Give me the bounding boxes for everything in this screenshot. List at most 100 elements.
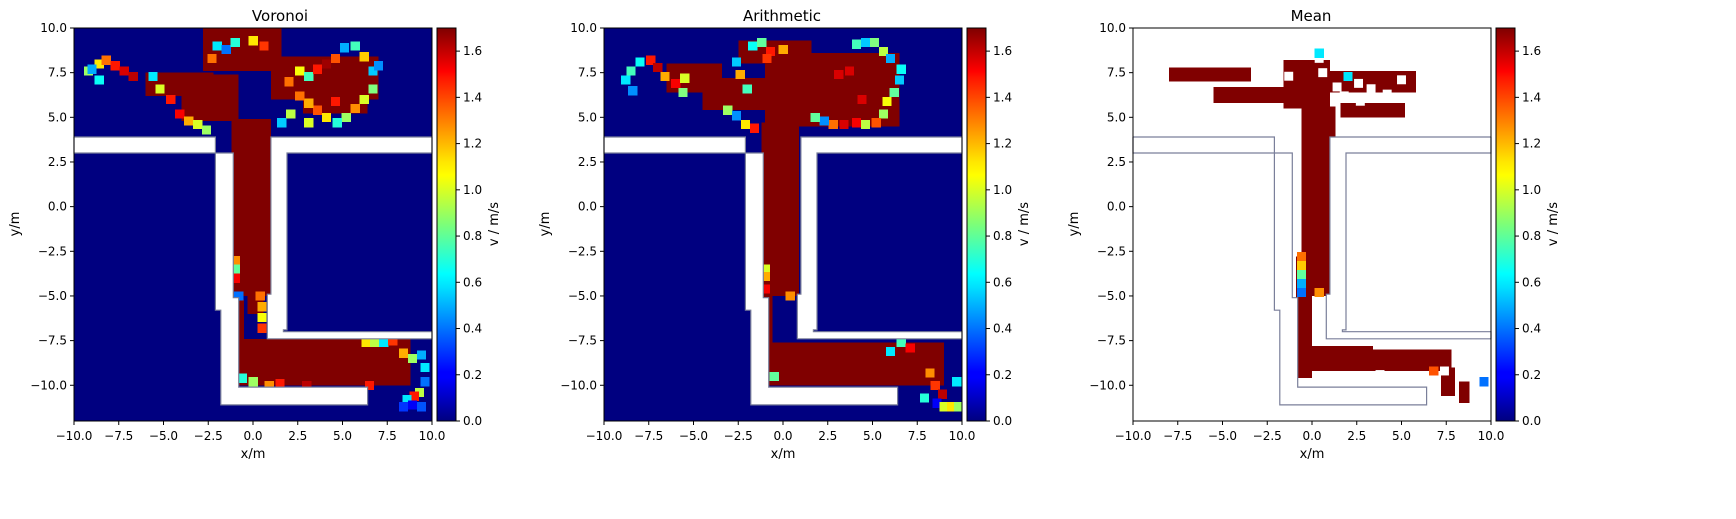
x-tick-label: 10.0 (1478, 429, 1505, 443)
heatmap-cell (735, 69, 745, 80)
x-axis-ticks: −10.0 −7.5 −5.0 −2.5 0.0 2.5 5.0 7.5 10.0 (56, 421, 446, 443)
heatmap-cell (207, 53, 217, 64)
heatmap-cell (765, 53, 900, 127)
heatmap-cell (953, 402, 962, 412)
chart-title: Voronoi (252, 7, 308, 25)
heatmap-cell (295, 66, 305, 76)
y-tick-label: 2.5 (1107, 155, 1126, 169)
x-tick-label: 5.0 (863, 429, 882, 443)
heatmap-cell (1429, 366, 1439, 376)
heatmap-cell (237, 373, 248, 383)
heatmap-cell (678, 87, 688, 98)
colorbar-tick-label: 0.0 (993, 414, 1012, 428)
x-tick-label: −10.0 (1115, 429, 1152, 443)
heatmap-cell (416, 402, 427, 412)
heatmap-cell (723, 105, 733, 115)
x-tick-label: −7.5 (104, 429, 133, 443)
heatmap-area (604, 28, 962, 421)
y-tick-label: 0.0 (48, 200, 67, 214)
heatmap-cell (284, 77, 294, 87)
wall-polygon (73, 136, 369, 406)
y-tick-label: −10.0 (560, 378, 597, 392)
heatmap-cell (155, 84, 165, 94)
heatmap-cell (1283, 60, 1330, 109)
heatmap-cell (230, 273, 240, 283)
heatmap-cell (398, 348, 409, 358)
heatmap-cell (94, 59, 104, 69)
x-tick-label: −2.5 (1253, 429, 1282, 443)
heatmap-cell (660, 71, 670, 81)
colorbar-tick-label: 1.6 (1522, 44, 1541, 58)
heatmap-cell (420, 377, 430, 387)
heatmap-cell (731, 111, 742, 121)
y-tick-label: 0.0 (1107, 200, 1126, 214)
heatmap-cell (420, 362, 430, 373)
x-tick-label: 10.0 (949, 429, 976, 443)
heatmap-cell (101, 55, 111, 65)
colorbar-tick-label: 0.4 (463, 322, 482, 336)
heatmap-cell (778, 44, 788, 55)
heatmap-cell (1339, 91, 1349, 101)
colorbar-tick-label: 0.0 (1522, 414, 1541, 428)
y-tick-label: 2.5 (48, 155, 67, 169)
heatmap-cell (409, 391, 419, 401)
heatmap-cell (671, 78, 681, 89)
y-tick-label: −7.5 (38, 334, 67, 348)
y-tick-label: −5.0 (568, 289, 597, 303)
heatmap-cell (1343, 71, 1353, 81)
y-tick-label: −7.5 (568, 334, 597, 348)
heatmap-cell (1340, 103, 1406, 118)
chart-title: Arithmetic (743, 7, 821, 25)
colorbar-tick-label: 0.4 (993, 322, 1012, 336)
heatmap-cell (259, 41, 269, 51)
heatmap-cell (295, 91, 305, 101)
panel-arithmetic: Arithmetic −10.0 −7.5 −5.0 −2.5 0.0 2.5 5.0 7.5… (538, 7, 1032, 462)
y-axis-ticks: −10.0 −7.5 −5.0 −2.5 0.0 2.5 5.0 7.5 10.0 (30, 21, 74, 392)
x-tick-label: −7.5 (1163, 429, 1192, 443)
heatmap-cell (839, 119, 849, 130)
y-tick-label: 7.5 (1107, 66, 1126, 80)
heatmap-cell (748, 41, 758, 51)
heatmap-cell (388, 336, 398, 346)
colorbar-tick-label: 0.8 (1522, 229, 1541, 243)
heatmap-cell (1296, 270, 1307, 280)
heatmap-cell (264, 380, 274, 391)
heatmap-cell (762, 53, 772, 64)
x-axis-label: x/m (1300, 447, 1325, 462)
x-tick-label: 10.0 (419, 429, 446, 443)
heatmap-cell (930, 380, 940, 391)
heatmap-cell (255, 291, 265, 301)
heatmap-area (74, 28, 432, 421)
heatmap-area (1133, 28, 1491, 421)
heatmap-cell (193, 119, 203, 130)
heatmap-cell (889, 87, 899, 98)
x-tick-label: −7.5 (634, 429, 663, 443)
heatmap-cell (1168, 67, 1252, 82)
heatmap-cell (860, 119, 871, 130)
heatmap-cell (1366, 84, 1376, 94)
colorbar-tick-label: 0.2 (1522, 368, 1541, 382)
heatmap-cell (1296, 261, 1307, 271)
heatmap-cell (621, 75, 631, 85)
colorbar-label: v / m/s (1017, 202, 1032, 246)
colorbar-tick-label: 0.2 (463, 368, 482, 382)
colorbar-label: v / m/s (487, 202, 502, 246)
heatmap-cell (731, 57, 742, 67)
y-tick-label: −2.5 (1097, 244, 1126, 258)
heatmap-cell (680, 73, 690, 83)
heatmap-cell (321, 112, 332, 123)
x-axis-ticks: −10.0 −7.5 −5.0 −2.5 0.0 2.5 5.0 7.5 10.0 (1115, 421, 1505, 443)
heatmap-cell (402, 395, 412, 405)
x-tick-label: 7.5 (1437, 429, 1456, 443)
heatmap-cell (230, 37, 240, 48)
heatmap-cell (286, 109, 296, 119)
x-tick-label: 7.5 (378, 429, 397, 443)
heatmap-cell (765, 46, 776, 56)
heatmap-cell (1397, 75, 1406, 85)
x-tick-label: 2.5 (818, 429, 837, 443)
heatmap-cell (1479, 377, 1489, 387)
heatmap-cell (844, 66, 855, 76)
heatmap-cell (885, 53, 896, 64)
panel-mean: Mean −10.0 −7.5 −5.0 −2.5 0.0 2.5 5.0 7.5 10.0 −… (1067, 7, 1561, 462)
